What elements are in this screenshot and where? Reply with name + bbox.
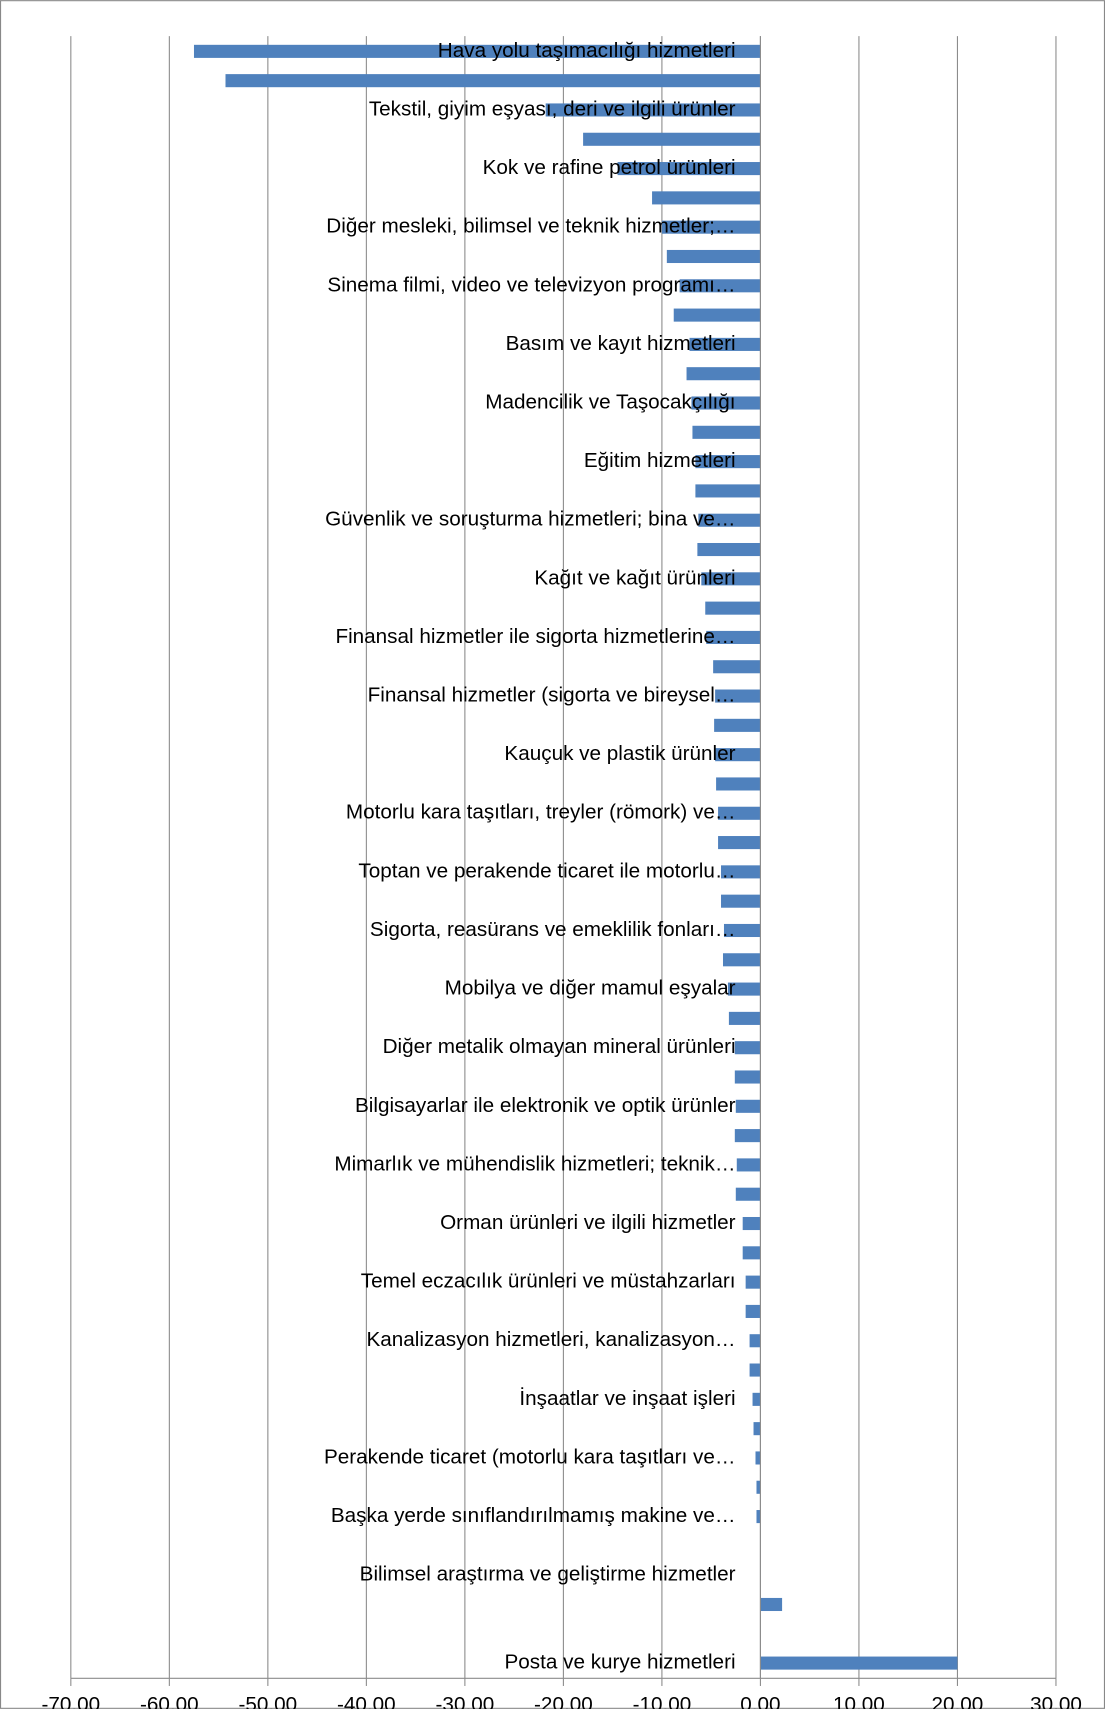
bar bbox=[723, 923, 761, 938]
bar bbox=[714, 718, 761, 732]
y-tick-label: Eğitim hizmetleri bbox=[584, 449, 736, 472]
y-tick-label: Kanalizasyon hizmetleri, kanalizasyon… bbox=[366, 1328, 735, 1351]
bar bbox=[734, 1070, 761, 1084]
y-tick-label: Sigorta, reasürans ve emeklilik fonları… bbox=[370, 918, 736, 941]
y-tick-label: İnşaatlar ve inşaat işleri bbox=[519, 1387, 735, 1410]
bar bbox=[722, 953, 761, 967]
x-tick-label: 20,00 bbox=[932, 1693, 984, 1709]
bar bbox=[721, 865, 761, 879]
bar bbox=[760, 1656, 958, 1670]
bar bbox=[666, 249, 761, 264]
bar bbox=[742, 1216, 761, 1231]
bar bbox=[734, 1041, 761, 1055]
y-tick-label: Güvenlik ve soruşturma hizmetleri; bina … bbox=[325, 508, 735, 531]
y-tick-label: Kauçuk ve plastik ürünler bbox=[504, 742, 735, 765]
bar bbox=[695, 455, 761, 469]
x-tick-label: 0,00 bbox=[740, 1693, 780, 1709]
x-tick-label: -30,00 bbox=[436, 1693, 495, 1709]
bar bbox=[749, 1334, 761, 1348]
bar bbox=[760, 1597, 783, 1612]
bar bbox=[721, 894, 761, 908]
bar bbox=[661, 220, 761, 234]
bar bbox=[679, 279, 761, 293]
y-tick-label: Başka yerde sınıflandırılmamış makine ve… bbox=[331, 1504, 736, 1527]
bar bbox=[718, 836, 761, 850]
bar bbox=[727, 982, 761, 996]
bar bbox=[673, 308, 761, 322]
bar bbox=[652, 191, 761, 205]
bar bbox=[715, 748, 761, 762]
bar bbox=[756, 1480, 761, 1494]
y-tick-label: Perakende ticaret (motorlu kara taşıtlar… bbox=[324, 1445, 736, 1468]
y-tick-label: Diğer metalik olmayan mineral ürünleri bbox=[383, 1035, 736, 1058]
bar bbox=[706, 630, 761, 644]
y-tick-label: Sinema filmi, video ve televizyon progra… bbox=[327, 273, 735, 296]
y-tick-label: Kağıt ve kağıt ürünleri bbox=[534, 566, 735, 589]
bar bbox=[735, 1187, 761, 1201]
bar bbox=[745, 1275, 761, 1289]
bar bbox=[692, 425, 761, 439]
bar bbox=[698, 513, 761, 527]
y-tick-label: Mimarlık ve mühendislik hizmetleri; tekn… bbox=[334, 1152, 735, 1175]
bar bbox=[735, 1099, 761, 1113]
y-tick-label: Finansal hizmetler ile sigorta hizmetler… bbox=[335, 625, 735, 648]
y-tick-label: Bilgisayarlar ile elektronik ve optik ür… bbox=[355, 1094, 736, 1117]
x-tick-label: -50,00 bbox=[239, 1693, 298, 1709]
x-tick-label: 30,00 bbox=[1030, 1693, 1082, 1709]
y-tick-label: Temel eczacılık ürünleri ve müstahzarlar… bbox=[361, 1270, 736, 1293]
bar bbox=[749, 1363, 761, 1377]
bar bbox=[753, 1422, 761, 1436]
bar bbox=[718, 806, 761, 820]
bar bbox=[545, 103, 761, 117]
y-tick-label: Mobilya ve diğer mamul eşyalar bbox=[445, 977, 736, 1000]
y-tick-label: Tekstil, giyim eşyası, deri ve ilgili ür… bbox=[369, 97, 736, 120]
x-tick-label: -20,00 bbox=[534, 1693, 593, 1709]
bar bbox=[691, 396, 761, 410]
bar bbox=[756, 1510, 761, 1524]
bar bbox=[755, 1451, 761, 1465]
x-tick-label: -40,00 bbox=[337, 1693, 396, 1709]
y-tick-label: Finansal hizmetler (sigorta ve bireysel… bbox=[368, 684, 736, 707]
bar bbox=[713, 660, 761, 674]
y-tick-label: Bilimsel araştırma ve geliştirme hizmetl… bbox=[360, 1563, 736, 1586]
y-tick-label: Madencilik ve Taşocakçılığı bbox=[485, 390, 735, 413]
bar bbox=[705, 601, 761, 615]
y-tick-label: Hava yolu taşımacılığı hizmetleri bbox=[438, 39, 736, 62]
y-tick-label: Motorlu kara taşıtları, treyler (römork)… bbox=[346, 801, 736, 824]
bar bbox=[742, 1246, 761, 1260]
bar bbox=[734, 1129, 761, 1143]
x-tick-label: 10,00 bbox=[833, 1693, 885, 1709]
y-tick-label: Posta ve kurye hizmetleri bbox=[504, 1651, 735, 1674]
bar bbox=[225, 74, 761, 88]
x-tick-label: -10,00 bbox=[633, 1693, 692, 1709]
bar bbox=[697, 542, 761, 557]
bar bbox=[695, 484, 761, 498]
bar bbox=[583, 132, 761, 146]
x-tick-label: -60,00 bbox=[140, 1693, 199, 1709]
bar bbox=[193, 44, 761, 58]
y-tick-label: Kok ve rafine petrol ürünleri bbox=[483, 156, 736, 179]
y-tick-label: Toptan ve perakende ticaret ile motorlu… bbox=[358, 859, 735, 882]
bar bbox=[701, 572, 761, 586]
y-tick-label: Orman ürünleri ve ilgili hizmetler bbox=[440, 1211, 736, 1234]
bar bbox=[716, 777, 761, 791]
bar bbox=[728, 1011, 761, 1025]
bar bbox=[752, 1392, 761, 1406]
bar bbox=[745, 1304, 761, 1318]
bar bbox=[686, 367, 761, 381]
bar bbox=[736, 1158, 761, 1172]
bar bbox=[689, 337, 761, 351]
y-tick-label: Diğer mesleki, bilimsel ve teknik hizmet… bbox=[326, 215, 735, 238]
bar bbox=[617, 162, 761, 176]
x-tick-label: -70,00 bbox=[41, 1693, 100, 1709]
y-tick-label: Basım ve kayıt hizmetleri bbox=[506, 332, 736, 355]
bar bbox=[715, 689, 761, 703]
